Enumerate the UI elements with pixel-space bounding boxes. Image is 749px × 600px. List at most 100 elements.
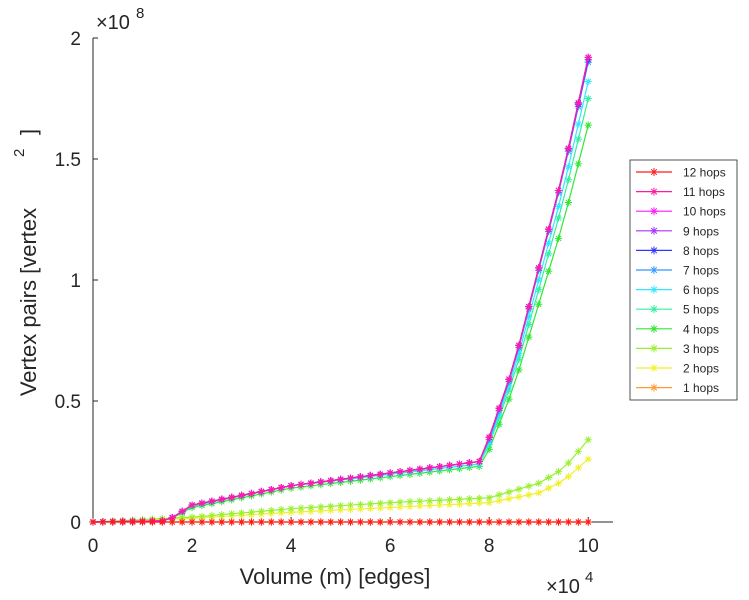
data-point	[327, 506, 335, 514]
data-point	[485, 499, 493, 507]
data-point	[564, 144, 573, 152]
data-point	[406, 518, 414, 526]
series-line	[92, 98, 589, 523]
legend-marker	[650, 305, 658, 314]
data-point	[574, 120, 582, 128]
data-point	[564, 518, 573, 526]
data-point	[129, 518, 137, 526]
data-point	[218, 511, 226, 519]
data-point	[366, 500, 374, 508]
data-point	[297, 518, 305, 526]
data-point	[535, 518, 543, 526]
series-line	[92, 62, 589, 523]
data-point	[515, 355, 523, 363]
data-point	[218, 495, 226, 503]
data-point	[356, 518, 365, 526]
series-10-hops	[89, 53, 592, 526]
data-point	[178, 507, 186, 515]
data-point	[455, 518, 464, 526]
data-point	[525, 320, 533, 329]
data-point	[287, 505, 295, 513]
data-point	[525, 333, 533, 341]
legend-item: 4 hops	[636, 322, 719, 336]
data-point	[198, 518, 206, 526]
y-multiplier: ×10	[96, 12, 130, 34]
data-point	[188, 513, 196, 521]
data-point	[277, 518, 285, 526]
data-point	[168, 514, 176, 522]
data-point	[287, 518, 295, 526]
data-point	[525, 491, 533, 499]
data-point	[535, 286, 543, 294]
data-point	[148, 518, 157, 526]
data-point	[574, 464, 582, 472]
series-4-hops	[89, 121, 592, 526]
legend-label: 3 hops	[683, 342, 719, 356]
data-point	[89, 518, 97, 526]
data-point	[445, 518, 454, 526]
legend-label: 5 hops	[683, 303, 719, 317]
data-point	[495, 497, 503, 505]
data-point	[584, 121, 592, 129]
data-point	[337, 518, 345, 526]
data-point	[554, 479, 563, 487]
data-point	[267, 485, 275, 494]
data-point	[545, 484, 553, 492]
x-tick-label: 10	[578, 536, 599, 557]
legend-marker	[650, 266, 658, 274]
data-point	[545, 267, 553, 275]
data-point	[495, 518, 503, 526]
data-point	[545, 250, 553, 258]
data-point	[416, 502, 424, 510]
series-layer	[89, 53, 592, 526]
legend-label: 1 hops	[683, 381, 719, 395]
data-point	[327, 502, 335, 510]
legend-marker	[650, 364, 658, 372]
x-tick-label: 0	[88, 536, 99, 557]
series-line	[92, 59, 589, 523]
data-point	[356, 500, 365, 509]
y-tick-label: 0.5	[55, 392, 81, 413]
data-point	[465, 459, 473, 467]
data-point	[307, 518, 315, 526]
legend-item: 1 hops	[636, 381, 719, 395]
data-point	[545, 473, 553, 482]
series-9-hops	[89, 53, 592, 526]
x-axis-label: Volume (m) [edges]	[240, 564, 431, 589]
data-point	[396, 518, 404, 526]
data-point	[297, 504, 305, 512]
data-point	[376, 470, 384, 478]
data-point	[515, 493, 523, 501]
data-point	[257, 518, 265, 526]
data-point	[346, 505, 355, 514]
data-point	[228, 493, 236, 501]
legend-label: 8 hops	[683, 244, 719, 258]
data-point	[584, 436, 592, 444]
data-point	[554, 518, 563, 526]
data-point	[376, 504, 384, 512]
series-line	[92, 57, 589, 523]
data-point	[426, 501, 434, 510]
data-point	[337, 506, 345, 514]
series-2-hops	[89, 455, 592, 526]
legend-marker	[650, 168, 658, 176]
data-point	[525, 303, 533, 311]
legend-item: 10 hops	[636, 205, 726, 219]
data-point	[554, 214, 563, 222]
data-point	[416, 465, 424, 473]
legend-label: 10 hops	[683, 205, 726, 219]
y-axis-label: Vertex pairs [vertex	[16, 208, 41, 396]
data-point	[515, 349, 523, 358]
data-point	[535, 489, 543, 497]
legend-marker	[650, 246, 658, 255]
data-point	[346, 474, 355, 482]
data-point	[436, 501, 444, 509]
data-point	[237, 518, 246, 526]
y-tick-label: 0	[70, 513, 81, 534]
data-point	[99, 518, 107, 526]
data-point	[287, 482, 295, 490]
data-point	[356, 473, 365, 481]
data-point	[168, 518, 176, 526]
data-point	[247, 518, 256, 526]
